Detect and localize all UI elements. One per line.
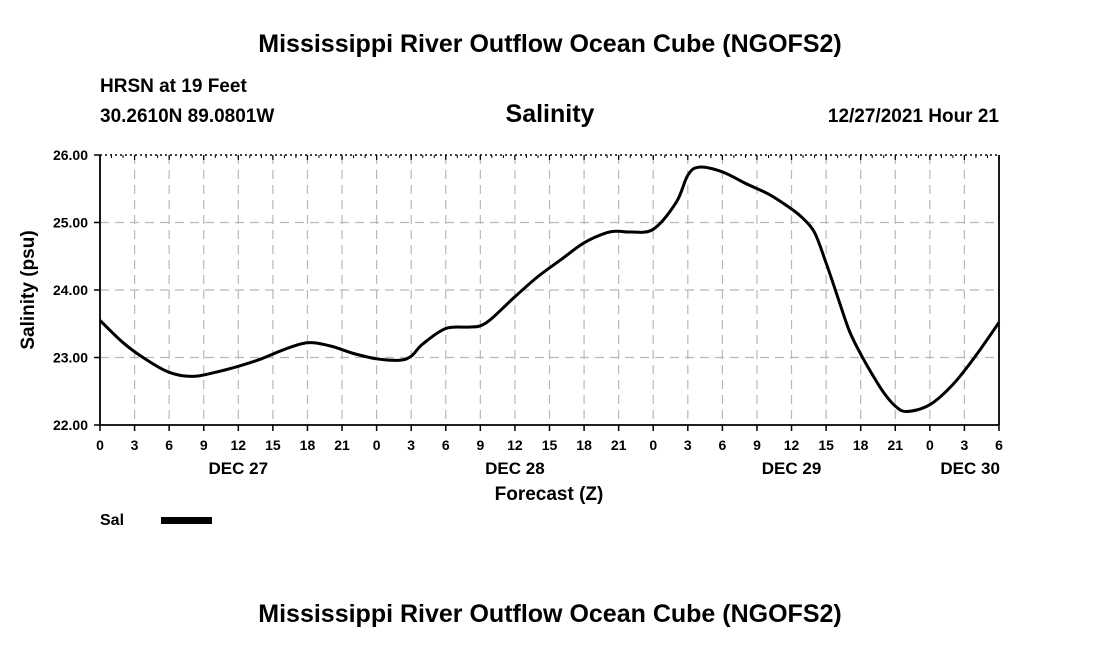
x-tick-label: 3: [131, 437, 139, 453]
x-tick-label: 9: [476, 437, 484, 453]
x-tick-label: 15: [265, 437, 281, 453]
station-label: HRSN at 19 Feet: [100, 76, 247, 97]
page-title: Mississippi River Outflow Ocean Cube (NG…: [258, 30, 842, 58]
y-tick-label: 22.00: [53, 417, 88, 433]
x-tick-label: 15: [818, 437, 834, 453]
forecast-datetime: 12/27/2021 Hour 21: [827, 106, 999, 127]
y-tick-label: 24.00: [53, 282, 88, 298]
grid-lines: [100, 155, 999, 425]
x-tick-label: 12: [231, 437, 247, 453]
x-tick-label: 12: [507, 437, 523, 453]
x-tick-label: 21: [887, 437, 903, 453]
x-tick-label: 6: [718, 437, 726, 453]
x-tick-label: 18: [853, 437, 869, 453]
x-tick-label: 3: [407, 437, 415, 453]
x-tick-label: 0: [649, 437, 657, 453]
x-tick-label: 6: [995, 437, 1003, 453]
legend-label: Sal: [100, 512, 124, 529]
series-line-sal: [98, 165, 1001, 414]
x-tick-label: 12: [784, 437, 800, 453]
footer-title: Mississippi River Outflow Ocean Cube (NG…: [258, 600, 842, 628]
x-tick-label: 9: [753, 437, 761, 453]
x-tick-label: 0: [373, 437, 381, 453]
x-tick-label: 0: [96, 437, 104, 453]
legend-swatch: [161, 517, 212, 524]
x-tick-label: 21: [611, 437, 627, 453]
y-tick-label: 26.00: [53, 147, 88, 163]
date-label: DEC 27: [209, 459, 269, 478]
x-tick-label: 15: [542, 437, 558, 453]
x-tick-label: 6: [165, 437, 173, 453]
x-tick-label: 0: [926, 437, 934, 453]
y-axis-label: Salinity (psu): [18, 230, 39, 349]
x-tick-label: 21: [334, 437, 350, 453]
chart-title: Salinity: [505, 100, 595, 128]
date-label: DEC 29: [762, 459, 822, 478]
y-tick-label: 23.00: [53, 350, 88, 366]
tick-labels: 22.00 23.00 24.00 25.00 26.00 0 3 6 9 12 15 18 21 0 3 6…: [53, 147, 1003, 478]
x-tick-label: 3: [961, 437, 969, 453]
x-tick-label: 18: [576, 437, 592, 453]
x-tick-label: 6: [442, 437, 450, 453]
axes: [94, 154, 1000, 431]
x-tick-label: 9: [200, 437, 208, 453]
x-axis-label: Forecast (Z): [495, 484, 604, 505]
x-tick-label: 18: [300, 437, 316, 453]
y-tick-label: 25.00: [53, 215, 88, 231]
date-label: DEC 28: [485, 459, 545, 478]
station-coordinates: 30.2610N 89.0801W: [100, 106, 275, 127]
x-tick-label: 3: [684, 437, 692, 453]
date-label: DEC 30: [940, 459, 1000, 478]
series-layer: [98, 165, 1001, 414]
